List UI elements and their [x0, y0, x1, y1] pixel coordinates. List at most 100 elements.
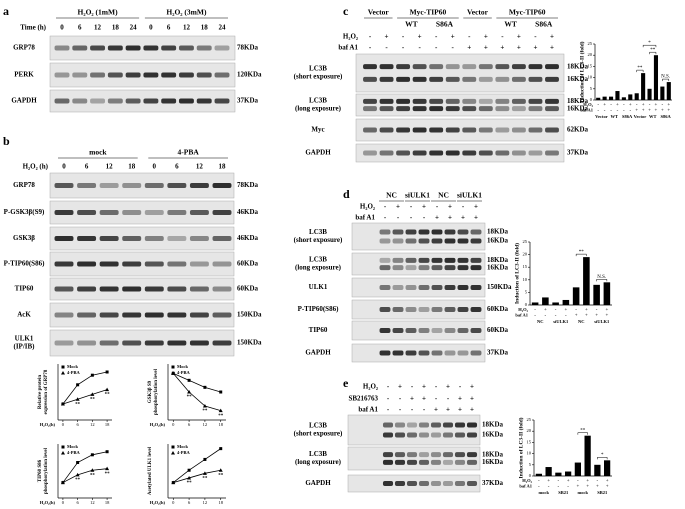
blot: [351, 299, 486, 320]
blot-label: GAPDH: [305, 479, 331, 487]
size-label: 60KDa: [487, 305, 509, 313]
band: [214, 98, 230, 104]
band: [167, 210, 187, 215]
sign: +: [648, 109, 651, 114]
band: [495, 106, 510, 112]
band: [429, 98, 444, 104]
lane-mark: +: [398, 383, 402, 391]
size-label: 60KDa: [487, 326, 509, 334]
size-label: 18KDa: [567, 97, 589, 105]
x-tick-label: 12: [90, 500, 95, 505]
lane-mark: -: [459, 383, 462, 391]
bracket: [662, 78, 670, 82]
lane-mark: +: [385, 33, 389, 41]
band: [462, 150, 477, 156]
lane-mark: 0: [149, 24, 153, 32]
band: [454, 459, 466, 465]
lane-mark: 18: [219, 163, 227, 171]
blot: [347, 414, 481, 446]
sign: -: [538, 479, 540, 484]
band: [430, 481, 442, 486]
band: [99, 340, 119, 346]
y-tick-label: 20: [523, 252, 528, 257]
band: [196, 72, 212, 78]
size-label: 16KDa: [482, 458, 504, 466]
category-label: WT: [610, 114, 618, 119]
legend-marker: [61, 365, 65, 369]
band: [394, 481, 406, 486]
marker: [187, 390, 192, 394]
blot-label: GRP78: [13, 181, 35, 189]
lane-mark: -: [435, 395, 438, 403]
band: [418, 257, 430, 263]
sign-row-name: baf A1: [515, 313, 528, 318]
significance: **: [580, 428, 586, 433]
lane-mark: +: [448, 214, 452, 222]
lane-row-name: H₂O₂ (h): [23, 163, 49, 171]
band: [144, 210, 164, 215]
band: [545, 106, 559, 112]
band: [457, 328, 469, 333]
bracket: [642, 44, 657, 48]
y-tick-label: 0: [525, 302, 528, 307]
band: [379, 64, 394, 70]
band: [429, 127, 444, 133]
blot-label: P-TIP60(S86): [298, 305, 340, 313]
bar: [594, 464, 601, 476]
band: [462, 76, 477, 82]
sign: -: [662, 103, 664, 108]
size-label: 16KDa: [487, 237, 509, 245]
y-tick-label: 20: [527, 428, 532, 433]
band: [178, 98, 194, 104]
y-axis-label: TIP60 S86: [38, 459, 43, 482]
size-label: 46KDa: [237, 234, 259, 242]
category-label: NC: [537, 319, 544, 324]
lane-mark: -: [402, 44, 405, 52]
marker: [187, 378, 191, 382]
band: [466, 422, 478, 428]
sign-row-name: H₂O₂: [522, 478, 532, 483]
band: [77, 312, 97, 318]
band: [379, 265, 391, 271]
lane-mark: -: [387, 395, 390, 403]
lane-mark: -: [435, 383, 438, 391]
band: [511, 150, 526, 156]
band: [125, 98, 141, 104]
band: [478, 98, 493, 104]
y-axis-label: Induction of LC3-II (fold): [513, 243, 520, 304]
blot-label: (long exposure): [295, 264, 342, 272]
band: [405, 307, 417, 312]
sign: +: [567, 479, 570, 484]
band: [382, 432, 394, 438]
significance: **: [105, 393, 111, 398]
band: [470, 328, 482, 333]
y-tick-label: 15: [588, 63, 593, 68]
band: [511, 76, 526, 82]
legend-label: Mock: [177, 444, 188, 449]
sign: -: [555, 314, 557, 319]
lane-mark: -: [423, 406, 426, 414]
band: [545, 76, 559, 82]
band: [511, 127, 526, 133]
blot-label: LC3B: [309, 228, 327, 236]
x-tick-label: 0: [172, 422, 175, 427]
size-label: 150KDa: [487, 283, 512, 291]
sign: +: [616, 103, 619, 108]
band: [444, 350, 456, 356]
band: [457, 285, 469, 290]
band: [445, 76, 460, 82]
band: [122, 261, 142, 267]
lane-mark: 12: [196, 163, 204, 171]
band: [90, 72, 106, 78]
lane-mark: -: [387, 383, 390, 391]
band: [396, 150, 411, 156]
band: [379, 307, 391, 312]
band: [430, 452, 442, 458]
lane-mark: 0: [62, 163, 66, 171]
lane-mark: -: [387, 406, 390, 414]
band: [418, 328, 430, 333]
size-label: 46KDa: [237, 208, 259, 216]
series-line: [172, 373, 221, 412]
band: [379, 229, 391, 235]
